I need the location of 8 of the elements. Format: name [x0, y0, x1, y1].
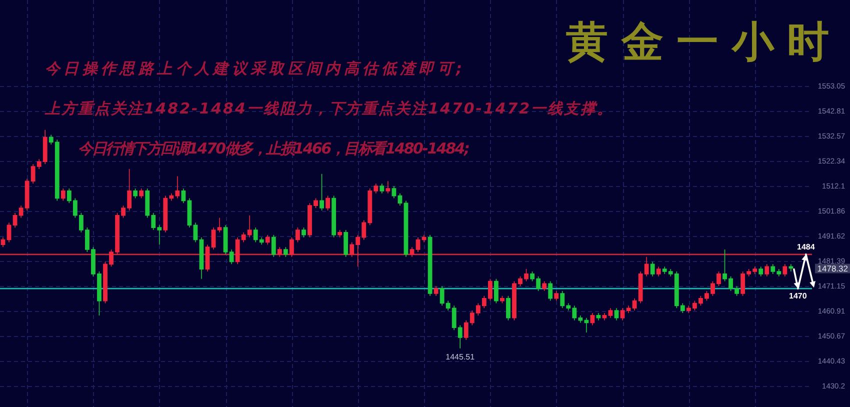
annotation: 今日操作思路上个人建议采取区间内高估低渣即可; — [45, 60, 462, 78]
annotation: 上方重点关注1482-1484一线阻力，下方重点关注1470-1472一线支撑。 — [44, 100, 612, 118]
price-tag: 1478.32 — [815, 264, 850, 274]
annotation: 1470 — [789, 292, 808, 301]
annotation: 1445.51 — [446, 352, 476, 362]
chart-title: 黄金一小时 — [566, 17, 829, 66]
annotation: 1484 — [797, 242, 816, 252]
annotation: 今日行情下方回调1470做多，止损1466，目标看1480-1484; — [78, 140, 470, 158]
